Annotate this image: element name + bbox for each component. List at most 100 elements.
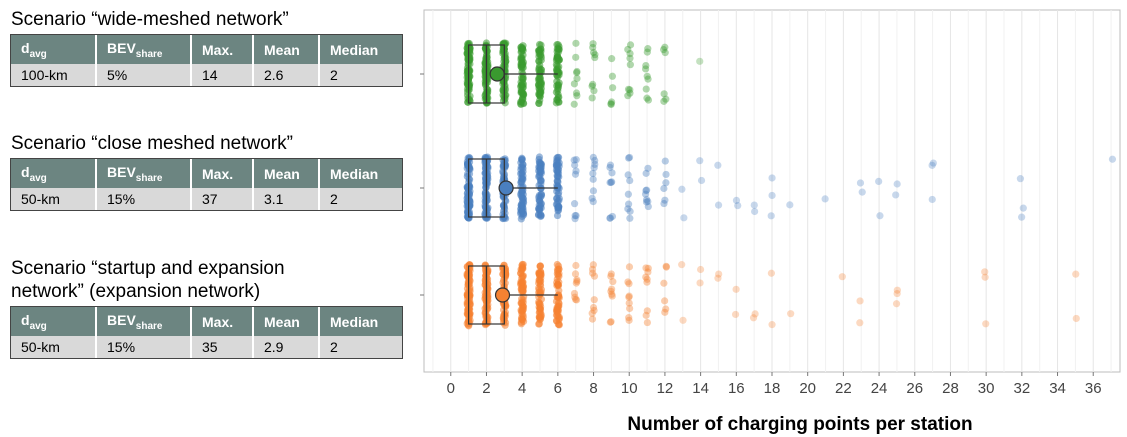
data-point	[484, 163, 492, 171]
data-point	[661, 297, 669, 305]
data-point	[588, 94, 596, 102]
data-point	[519, 172, 527, 180]
data-point	[981, 268, 989, 276]
data-point	[660, 184, 668, 193]
data-point	[554, 267, 562, 275]
data-point	[749, 314, 758, 322]
x-tick-label: 26	[906, 380, 923, 397]
data-point	[732, 196, 741, 205]
data-point	[588, 269, 597, 277]
data-point	[572, 53, 580, 61]
data-point	[607, 270, 615, 278]
data-point	[572, 39, 580, 47]
cell-d-avg: 50-km	[11, 188, 97, 210]
data-point	[626, 61, 634, 69]
x-tick-label: 18	[764, 380, 781, 397]
data-point	[625, 292, 633, 300]
data-point	[626, 54, 634, 62]
data-point	[590, 296, 598, 304]
data-point	[481, 321, 490, 329]
data-point	[518, 178, 526, 186]
data-point	[552, 60, 561, 69]
data-point	[519, 306, 527, 314]
mean-marker	[489, 66, 505, 82]
data-point	[517, 215, 525, 223]
data-point	[591, 160, 599, 168]
data-point	[751, 207, 759, 216]
scenario-wide-meshed: Scenario “wide-meshed network” davg BEVs…	[0, 8, 410, 87]
data-point	[589, 175, 597, 183]
data-point	[626, 49, 634, 58]
data-point	[929, 159, 937, 167]
data-point	[768, 174, 776, 182]
header-median: Median	[319, 35, 402, 64]
data-point	[643, 278, 651, 286]
cell-bev-share: 5%	[96, 64, 192, 86]
data-point	[624, 171, 632, 179]
data-point	[660, 45, 668, 54]
data-point	[572, 261, 580, 270]
x-axis-ticks: 0 2 4 6 8 10 12 14 16 18 20 22 24 26 28 30 32 34 36	[447, 372, 1102, 397]
data-point	[519, 285, 527, 293]
data-point	[875, 177, 883, 186]
data-point	[768, 321, 776, 329]
data-point	[893, 180, 901, 188]
cell-mean: 3.1	[253, 188, 320, 210]
data-point	[625, 293, 633, 301]
data-point	[573, 74, 581, 83]
data-point	[519, 89, 527, 97]
scenario-close-meshed: Scenario “close meshed network” davg BEV…	[0, 132, 410, 211]
data-point	[642, 273, 650, 281]
data-point	[589, 187, 598, 195]
data-point	[537, 84, 545, 93]
header-max: Max.	[191, 159, 254, 188]
data-point	[608, 212, 617, 221]
data-point	[536, 90, 544, 98]
data-point	[517, 315, 526, 324]
data-point	[643, 94, 651, 102]
data-point	[499, 156, 507, 164]
header-mean: Mean	[253, 159, 320, 188]
data-point	[518, 188, 526, 197]
data-point	[606, 318, 614, 326]
data-point	[534, 47, 543, 55]
data-point	[625, 299, 633, 307]
data-point	[535, 204, 543, 213]
data-point	[642, 85, 650, 93]
scenario-title: Scenario “close meshed network”	[11, 133, 293, 154]
data-point	[838, 273, 846, 281]
data-point	[466, 199, 474, 207]
x-tick-label: 14	[692, 380, 709, 397]
data-point	[643, 186, 651, 194]
data-point	[501, 321, 509, 329]
data-point	[982, 320, 990, 328]
data-point	[858, 188, 866, 196]
data-point	[572, 156, 580, 164]
data-point	[573, 276, 581, 284]
data-point	[607, 100, 615, 108]
data-point	[626, 41, 635, 49]
data-point	[661, 49, 669, 57]
data-point	[589, 261, 597, 269]
x-tick-label: 20	[799, 380, 816, 397]
scenario-expansion-network: Scenario “startup and expansion network”…	[0, 257, 410, 359]
cell-max: 14	[191, 64, 254, 86]
table-row: 50-km 15% 37 3.1 2	[11, 188, 402, 210]
data-point	[588, 265, 597, 273]
data-point	[484, 284, 492, 292]
header-d-avg: davg	[11, 35, 97, 64]
data-point	[662, 262, 670, 270]
data-point	[554, 166, 562, 174]
data-point	[643, 48, 651, 56]
data-point	[644, 45, 652, 53]
data-point	[589, 40, 597, 48]
data-point	[589, 198, 597, 206]
data-point	[624, 45, 632, 54]
data-point	[625, 154, 633, 162]
data-point	[573, 67, 581, 76]
data-point	[661, 157, 669, 165]
data-point	[641, 190, 650, 198]
data-point	[607, 100, 615, 109]
data-point	[537, 295, 546, 303]
data-point	[786, 201, 794, 209]
